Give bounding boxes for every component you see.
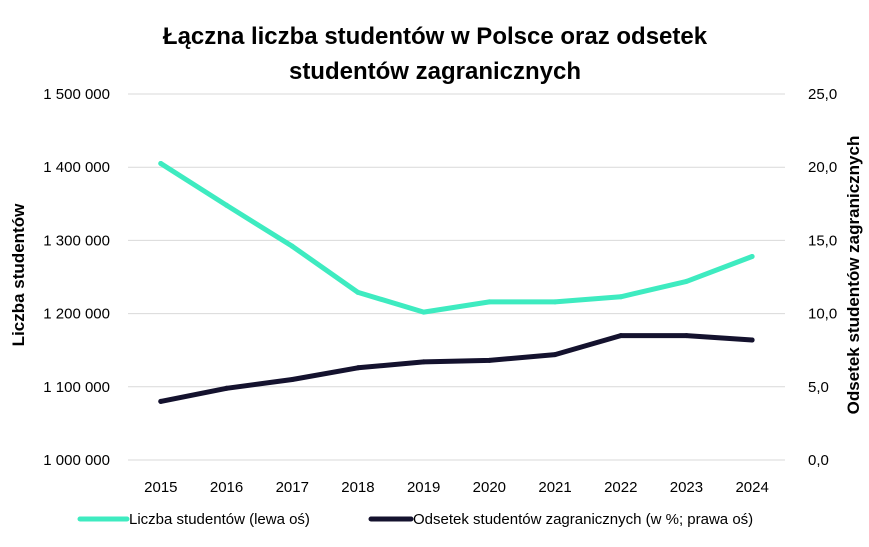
series-line-students — [158, 161, 755, 315]
data-point-students — [684, 278, 689, 284]
data-point-students — [224, 202, 230, 208]
x-tick-label: 2021 — [538, 479, 571, 496]
x-tick-label: 2019 — [407, 479, 440, 496]
data-point-students — [618, 294, 624, 300]
data-point-foreign-share — [749, 337, 755, 343]
legend: Liczba studentów (lewa oś) Odsetek stude… — [77, 511, 753, 528]
left-axis-title: Liczba studentów — [9, 203, 28, 346]
data-point-students — [158, 161, 164, 166]
series-line-foreign-share — [158, 333, 755, 404]
series-lines — [158, 161, 755, 404]
data-point-students — [552, 299, 558, 305]
x-axis-ticks: 2015 2016 2017 2018 2019 2020 2021 2022 2023 2024 — [144, 479, 769, 496]
data-point-foreign-share — [486, 357, 492, 363]
x-tick-label: 2024 — [735, 479, 768, 496]
data-point-students — [421, 309, 427, 315]
data-point-foreign-share — [224, 385, 230, 391]
data-point-foreign-share — [618, 333, 624, 339]
data-point-foreign-share — [355, 365, 361, 371]
gridlines — [128, 93, 785, 461]
right-tick-label: 25,0 — [808, 86, 837, 103]
chart-title-line-1: Łączna liczba studentów w Polsce oraz od… — [163, 23, 708, 50]
left-tick-label: 1 400 000 — [43, 159, 110, 176]
right-tick-label: 5,0 — [808, 379, 829, 396]
right-axis-ticks: 0,0 5,0 10,0 15,0 20,0 25,0 — [808, 86, 837, 469]
left-tick-label: 1 000 000 — [43, 452, 110, 469]
left-tick-label: 1 100 000 — [43, 379, 110, 396]
data-point-foreign-share — [684, 333, 689, 339]
right-axis-title: Odsetek studentów zagranicznych — [844, 136, 863, 415]
x-tick-label: 2022 — [604, 479, 637, 496]
data-point-foreign-share — [552, 352, 558, 358]
x-tick-label: 2023 — [670, 479, 703, 496]
x-tick-label: 2018 — [341, 479, 374, 496]
right-tick-label: 0,0 — [808, 452, 829, 469]
left-tick-label: 1 500 000 — [43, 86, 110, 103]
right-tick-label: 15,0 — [808, 232, 837, 249]
x-tick-label: 2015 — [144, 479, 177, 496]
data-point-foreign-share — [421, 359, 427, 365]
data-point-students — [749, 254, 755, 259]
chart-title-line-2: studentów zagranicznych — [289, 58, 581, 85]
x-tick-label: 2020 — [473, 479, 506, 496]
x-tick-label: 2016 — [210, 479, 243, 496]
data-point-students — [355, 289, 361, 295]
data-point-students — [486, 299, 492, 305]
left-axis-ticks: 1 000 000 1 100 000 1 200 000 1 300 000 1 40… — [43, 86, 110, 469]
legend-label-foreign-share: Odsetek studentów zagranicznych (w %; pr… — [413, 511, 753, 528]
legend-label-students: Liczba studentów (lewa oś) — [129, 511, 310, 528]
data-point-foreign-share — [289, 377, 295, 382]
left-tick-label: 1 200 000 — [43, 306, 110, 323]
x-tick-label: 2017 — [276, 479, 309, 496]
right-tick-label: 20,0 — [808, 159, 837, 176]
right-tick-label: 10,0 — [808, 306, 837, 323]
left-tick-label: 1 300 000 — [43, 232, 110, 249]
data-point-students — [289, 243, 295, 249]
data-point-foreign-share — [158, 398, 164, 404]
